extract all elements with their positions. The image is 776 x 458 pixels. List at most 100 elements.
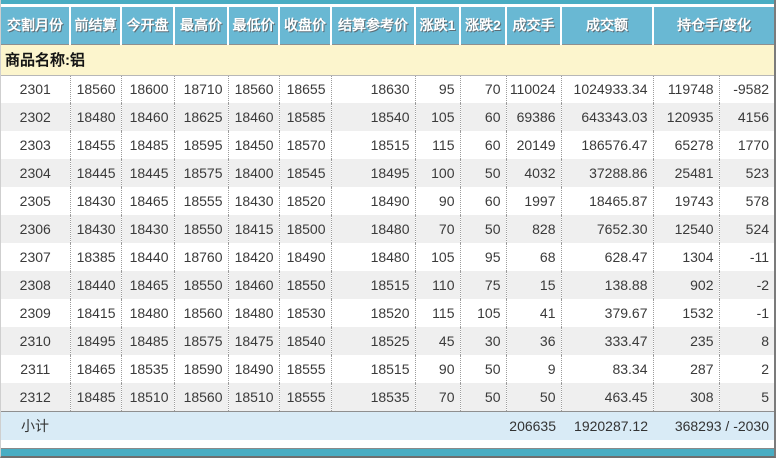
cell: 18520 xyxy=(279,187,332,215)
cell: 18480 xyxy=(228,299,280,327)
cell: 1532 xyxy=(653,299,720,327)
cell: 18590 xyxy=(174,355,229,383)
cell: 2305 xyxy=(1,187,71,215)
cell: 138.88 xyxy=(561,271,654,299)
col-header-volume: 成交手 xyxy=(506,7,562,45)
cell: 2311 xyxy=(1,355,71,383)
col-header-delivery-month: 交割月份 xyxy=(1,7,71,45)
cell: 18490 xyxy=(279,243,332,271)
cell: 36 xyxy=(506,327,562,355)
cell: 18415 xyxy=(228,215,280,243)
cell: 18575 xyxy=(174,159,229,187)
cell: 18550 xyxy=(174,215,229,243)
cell: 75 xyxy=(460,271,507,299)
cell: 18490 xyxy=(228,355,280,383)
cell: 308 xyxy=(653,383,720,411)
cell: -11 xyxy=(749,249,770,265)
futures-quotes-table: 交割月份 前结算 今开盘 最高价 最低价 收盘价 结算参考价 涨跌1 涨跌2 成… xyxy=(1,7,775,440)
table-row: 2303 18455 18485 18595 18450 18570 18515 115 60 2… xyxy=(1,131,774,159)
cell: 18455 xyxy=(70,131,122,159)
cell: 18555 xyxy=(279,355,332,383)
cell: 287 xyxy=(653,355,720,383)
cell: 100 xyxy=(415,159,461,187)
cell: 18385 xyxy=(70,243,122,271)
table-row: 2307 18385 18440 18760 18420 18490 18480 105 95 6… xyxy=(1,243,774,271)
cell: -2 xyxy=(756,277,770,293)
cell: 4156 xyxy=(737,109,770,125)
product-name-row: 商品名称:铝 xyxy=(1,44,775,76)
cell: 235 xyxy=(653,327,720,355)
cell: 18555 xyxy=(279,383,332,411)
subtotal-label: 小计 xyxy=(1,410,506,440)
cell: 18555 xyxy=(174,187,229,215)
cell: 18465 xyxy=(121,271,175,299)
cell: 18545 xyxy=(279,159,332,187)
cell: 18490 xyxy=(331,187,416,215)
cell: 18525 xyxy=(331,327,416,355)
cell: 18420 xyxy=(228,243,280,271)
table-row: 2302 18480 18460 18625 18460 18585 18540 105 60 6… xyxy=(1,103,775,131)
header-row: 交割月份 前结算 今开盘 最高价 最低价 收盘价 结算参考价 涨跌1 涨跌2 成… xyxy=(1,7,775,45)
subtotal-volume: 206635 xyxy=(506,410,561,440)
cell: 2308 xyxy=(1,271,71,299)
cell: 18570 xyxy=(279,131,332,159)
cell: 2309 xyxy=(1,299,71,327)
cell: 18475 xyxy=(228,327,280,355)
cell: 18560 xyxy=(70,75,122,103)
cell: 2310 xyxy=(1,327,71,355)
cell: 18465 xyxy=(121,187,175,215)
cell: 18460 xyxy=(228,103,280,131)
cell: 37288.86 xyxy=(561,159,654,187)
cell: 379.67 xyxy=(561,299,654,327)
subtotal-open-interest-change: 368293 / -2030 xyxy=(653,410,775,440)
cell: 120935 xyxy=(653,103,720,131)
cell: 18595 xyxy=(174,131,229,159)
cell: 4032 xyxy=(506,159,562,187)
cell: 30 xyxy=(460,327,507,355)
table-row: 2304 18445 18445 18575 18400 18545 18495 100 50 4… xyxy=(1,159,775,187)
cell: 18500 xyxy=(279,215,332,243)
cell: 2301 xyxy=(1,75,71,103)
cell: 628.47 xyxy=(561,243,654,271)
cell: 18520 xyxy=(331,299,416,327)
table-row: 2312 18485 18510 18560 18510 18555 18535 70 50 50… xyxy=(1,383,775,411)
cell: 18550 xyxy=(279,271,332,299)
col-header-open: 今开盘 xyxy=(121,7,175,45)
table-row: 2310 18495 18485 18575 18475 18540 18525 45 30 36… xyxy=(1,327,775,355)
cell: 18710 xyxy=(174,75,229,103)
col-header-change2: 涨跌2 xyxy=(460,7,507,45)
cell: 70 xyxy=(460,75,507,103)
cell: 18560 xyxy=(228,75,280,103)
cell: 105 xyxy=(415,103,461,131)
cell: 1304 xyxy=(653,243,720,271)
quotes-body: 2301 18560 18600 18710 18560 18655 18630 95 70 11… xyxy=(1,75,775,411)
table-row: 2308 18440 18465 18550 18460 18550 18515 110 75 1… xyxy=(1,271,775,299)
col-header-prev-settlement: 前结算 xyxy=(70,7,122,45)
cell: 60 xyxy=(460,103,507,131)
cell: 18445 xyxy=(70,159,122,187)
cell: 50 xyxy=(460,159,507,187)
cell: 2303 xyxy=(1,131,71,159)
cell: 105 xyxy=(415,243,461,271)
col-header-settlement-ref: 结算参考价 xyxy=(331,7,416,45)
cell: 2312 xyxy=(1,383,71,411)
cell: 18585 xyxy=(279,103,332,131)
cell: 18415 xyxy=(70,299,122,327)
bottom-accent-bar xyxy=(1,448,774,456)
cell: 18430 xyxy=(70,187,122,215)
cell: 2306 xyxy=(1,215,71,243)
cell: 18600 xyxy=(121,75,175,103)
col-header-close: 收盘价 xyxy=(279,7,332,45)
cell: 18760 xyxy=(174,243,229,271)
cell: -9582 xyxy=(733,81,770,98)
cell: 2304 xyxy=(1,159,71,187)
cell: 578 xyxy=(745,193,770,209)
cell: 60 xyxy=(460,131,507,159)
cell: 90 xyxy=(415,187,461,215)
cell: 1997 xyxy=(506,187,562,215)
cell: 65278 xyxy=(653,131,720,159)
cell: 18550 xyxy=(174,271,229,299)
cell: 463.45 xyxy=(561,383,654,411)
cell: 20149 xyxy=(506,131,562,159)
cell: -1 xyxy=(756,305,770,321)
